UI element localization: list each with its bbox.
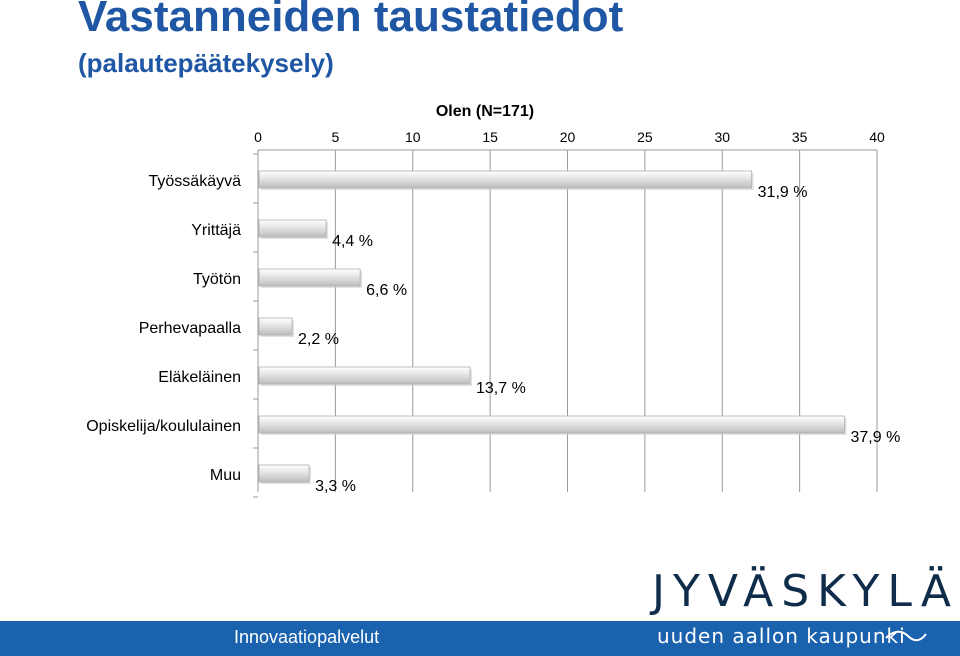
- category-label: Perhevapaalla: [139, 320, 241, 337]
- category-label: Työssäkäyvä: [149, 173, 242, 190]
- wave-icon: [885, 630, 927, 642]
- data-label: 3,3 %: [315, 478, 356, 495]
- x-tick-label: 10: [405, 129, 421, 145]
- bar: [258, 317, 293, 336]
- bar: [258, 464, 310, 483]
- x-tick-label: 0: [254, 129, 262, 145]
- x-tick-label: 30: [714, 129, 730, 145]
- x-tick-label: 15: [482, 129, 498, 145]
- bar: [258, 366, 471, 385]
- x-tick-label: 25: [637, 129, 653, 145]
- category-label: Yrittäjä: [191, 222, 241, 239]
- x-tick-label: 35: [792, 129, 808, 145]
- bar: [258, 268, 361, 287]
- city-logo-wordmark: JYVÄSKYLÄ: [652, 566, 959, 617]
- page-title: Vastanneiden taustatiedot: [78, 0, 624, 41]
- bar: [258, 415, 845, 434]
- x-tick-label: 40: [869, 129, 885, 145]
- data-label: 2,2 %: [298, 331, 339, 348]
- footer-bar: [0, 621, 960, 656]
- city-logo-slogan: uuden aallon kaupunki: [657, 624, 906, 648]
- data-label: 31,9 %: [758, 184, 808, 201]
- data-label: 13,7 %: [476, 380, 526, 397]
- category-label: Muu: [210, 467, 241, 484]
- category-label: Työtön: [193, 271, 241, 288]
- footer-text: Innovaatiopalvelut: [234, 627, 380, 647]
- data-label: 6,6 %: [366, 282, 407, 299]
- chart-title: Olen (N=171): [436, 103, 534, 120]
- bar: [258, 219, 327, 238]
- category-label: Eläkeläinen: [158, 369, 241, 386]
- data-label: 37,9 %: [851, 429, 901, 446]
- x-tick-label: 20: [560, 129, 576, 145]
- bar-chart: Olen (N=171) 0 5 10 15 20 25 30 35 40 Työssäkäyv…: [86, 103, 901, 498]
- page-subtitle: (palautepäätekysely): [78, 48, 334, 78]
- bar: [258, 170, 753, 189]
- category-label: Opiskelija/koululainen: [86, 418, 241, 435]
- data-label: 4,4 %: [332, 233, 373, 250]
- x-tick-label: 5: [331, 129, 339, 145]
